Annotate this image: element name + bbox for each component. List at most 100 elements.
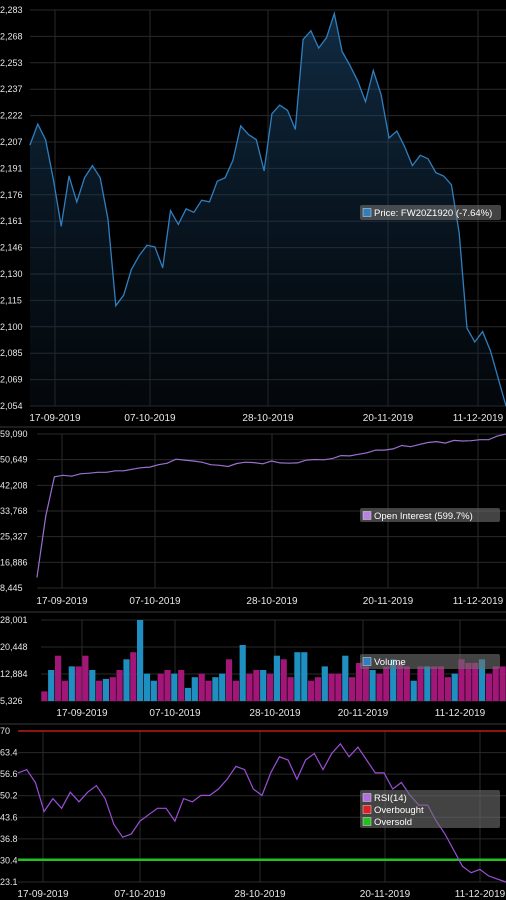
data-point — [184, 459, 186, 461]
volume-bar — [191, 677, 198, 701]
volume-bar — [294, 652, 301, 701]
data-point — [232, 159, 234, 161]
y-tick-label: 42,208 — [0, 480, 28, 490]
data-point — [383, 772, 385, 774]
x-tick-label: 17-09-2019 — [29, 413, 81, 424]
data-point — [154, 246, 156, 248]
volume-bar — [437, 666, 445, 701]
data-point — [474, 341, 476, 343]
volume-bar — [89, 670, 96, 701]
x-tick-label: 17-09-2019 — [56, 708, 108, 719]
x-tick-label: 11-12-2019 — [453, 596, 504, 607]
volume-bar — [287, 677, 294, 701]
data-point — [331, 458, 333, 460]
legend-label: Volume — [374, 657, 406, 668]
data-point — [29, 144, 31, 146]
data-point — [132, 468, 133, 470]
legend-swatch — [362, 805, 372, 814]
y-tick-label: 50,649 — [0, 455, 28, 465]
legend-swatch — [362, 793, 372, 802]
volume-bar — [150, 680, 157, 701]
data-point — [166, 462, 168, 464]
volume-bar — [280, 659, 287, 701]
volume-bar — [417, 666, 424, 701]
volume-bar — [116, 670, 123, 701]
price-area — [30, 13, 506, 406]
volume-bar — [403, 666, 410, 701]
data-point — [263, 170, 265, 172]
data-point — [227, 466, 229, 467]
y-tick-label: 5,326 — [0, 696, 23, 706]
volume-bar — [232, 680, 239, 701]
data-point — [191, 801, 193, 803]
data-point — [278, 756, 280, 758]
data-point — [130, 833, 132, 835]
data-point — [404, 146, 406, 148]
volume-bar — [246, 673, 253, 701]
data-point — [43, 811, 45, 812]
data-point — [372, 70, 374, 71]
volume-bar — [273, 655, 280, 701]
x-tick-label: 07-10-2019 — [124, 413, 176, 424]
volume-bar — [75, 666, 82, 701]
data-point — [497, 377, 499, 379]
y-tick-label: 33,768 — [0, 506, 28, 516]
volume-bar — [157, 673, 164, 701]
data-point — [130, 268, 132, 270]
data-point — [287, 759, 289, 761]
data-point — [383, 449, 385, 451]
data-point — [333, 13, 335, 14]
y-tick-label: 16,886 — [0, 557, 28, 567]
data-point — [323, 459, 325, 461]
volume-bar — [478, 659, 486, 701]
y-tick-label: 50.2 — [0, 791, 18, 801]
volume-bar — [205, 680, 212, 701]
data-point — [418, 444, 420, 446]
volume-bar — [48, 670, 55, 701]
volume-bar — [68, 666, 75, 701]
legend-box — [360, 654, 500, 669]
legend-label: Oversold — [374, 817, 412, 828]
volume-bar — [335, 673, 342, 701]
y-tick-label: 12,884 — [0, 669, 28, 679]
data-point — [106, 471, 107, 473]
volume-bar — [225, 659, 233, 701]
data-point — [62, 474, 64, 476]
price-line — [29, 10, 506, 407]
data-point — [165, 807, 167, 809]
data-point — [458, 232, 460, 234]
data-point — [210, 464, 212, 466]
data-point — [380, 94, 382, 96]
data-point — [36, 576, 38, 578]
data-point — [444, 833, 446, 835]
volume-bar — [198, 673, 205, 701]
y-tick-label: 2,069 — [0, 375, 23, 385]
x-tick-label: 28-10-2019 — [242, 413, 294, 424]
y-tick-label: 2,191 — [0, 163, 23, 173]
data-point — [99, 177, 101, 179]
legend-swatch — [362, 817, 372, 826]
x-tick-label: 07-10-2019 — [114, 889, 166, 900]
data-point — [461, 865, 463, 867]
volume-bar — [239, 645, 246, 701]
data-point — [226, 778, 228, 780]
x-tick-label: 11-12-2019 — [455, 889, 506, 900]
data-point — [192, 460, 194, 462]
data-point — [175, 458, 177, 460]
data-point — [305, 459, 307, 461]
data-point — [236, 463, 238, 464]
data-point — [262, 463, 264, 465]
volume-bar — [308, 680, 315, 701]
y-tick-label: 36.8 — [0, 834, 18, 844]
data-point — [270, 772, 272, 774]
data-point — [322, 769, 324, 771]
y-tick-label: 30.4 — [0, 855, 18, 865]
volume-bar — [184, 687, 192, 701]
data-point — [470, 872, 472, 874]
y-tick-label: 20,448 — [0, 642, 28, 652]
volume-bar — [410, 680, 417, 701]
data-point — [400, 782, 402, 783]
y-tick-label: 25,327 — [0, 532, 28, 542]
data-point — [279, 104, 281, 106]
y-tick-label: 8,445 — [0, 583, 23, 593]
